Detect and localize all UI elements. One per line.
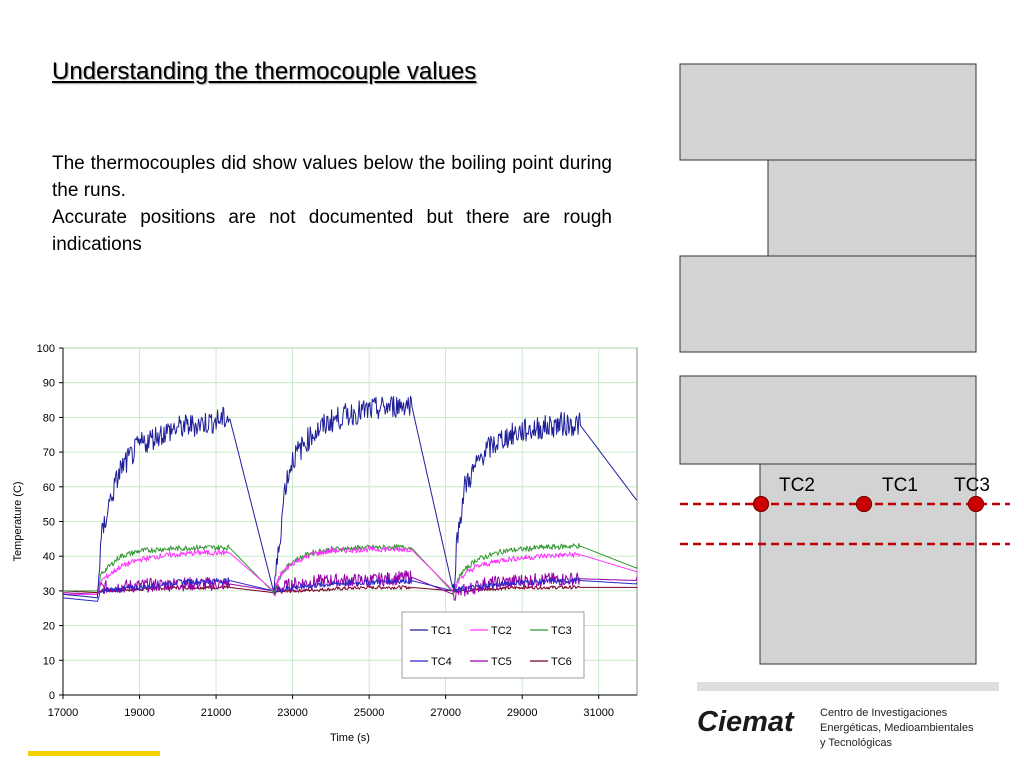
org-line-3: y Tecnológicas bbox=[820, 737, 892, 749]
thermocouple-position-diagram: TC2 TC1 TC3 bbox=[679, 63, 1010, 665]
y-tick-label: 30 bbox=[43, 586, 55, 598]
block-top bbox=[679, 63, 977, 161]
y-tick-label: 0 bbox=[49, 690, 55, 702]
y-tick-label: 60 bbox=[43, 482, 55, 494]
tc2-marker bbox=[752, 495, 770, 513]
organization-name: Centro de Investigaciones Energéticas, M… bbox=[820, 706, 973, 751]
org-line-1: Centro de Investigaciones bbox=[820, 707, 948, 719]
series-tc4-line bbox=[62, 577, 638, 602]
series-tc2-line bbox=[63, 546, 638, 595]
x-tick-label: 31000 bbox=[583, 707, 614, 719]
y-tick-label: 10 bbox=[43, 655, 55, 667]
legend-label-tc6: TC6 bbox=[551, 656, 572, 668]
legend-label-tc1: TC1 bbox=[431, 625, 452, 637]
legend-label-tc2: TC2 bbox=[491, 625, 512, 637]
y-tick-label: 50 bbox=[43, 517, 55, 529]
series-tc1-line bbox=[63, 395, 638, 599]
tc3-label: TC3 bbox=[954, 475, 990, 496]
y-tick-label: 40 bbox=[43, 551, 55, 563]
x-tick-label: 27000 bbox=[430, 707, 461, 719]
footer-divider bbox=[697, 682, 999, 691]
legend-label-tc4: TC4 bbox=[431, 656, 452, 668]
y-tick-label: 90 bbox=[43, 378, 55, 390]
block-upper-middle bbox=[767, 159, 977, 257]
tc2-label: TC2 bbox=[779, 475, 815, 496]
legend-label-tc3: TC3 bbox=[551, 625, 572, 637]
accent-bar bbox=[28, 751, 160, 756]
paragraph-boiling-point: The thermocouples did show values below … bbox=[52, 153, 612, 201]
block-lower bbox=[679, 375, 977, 465]
x-tick-label: 29000 bbox=[507, 707, 538, 719]
tc3-marker bbox=[967, 495, 985, 513]
x-tick-label: 19000 bbox=[124, 707, 155, 719]
legend-box bbox=[401, 611, 585, 679]
y-tick-label: 100 bbox=[37, 343, 55, 355]
x-axis-title: Time (s) bbox=[330, 732, 370, 744]
block-stack bbox=[679, 63, 977, 665]
y-axis-title: Temperature (C) bbox=[12, 481, 24, 561]
series-tc3-line bbox=[63, 543, 638, 596]
org-line-2: Energéticas, Medioambientales bbox=[820, 722, 974, 734]
block-middle bbox=[679, 255, 977, 353]
body-text: The thermocouples did show values below … bbox=[52, 150, 612, 258]
tc1-label: TC1 bbox=[882, 475, 918, 496]
y-tick-label: 70 bbox=[43, 447, 55, 459]
y-tick-label: 20 bbox=[43, 621, 55, 633]
x-tick-label: 21000 bbox=[201, 707, 232, 719]
slide-title: Understanding the thermocouple values bbox=[52, 58, 477, 85]
legend-label-tc5: TC5 bbox=[491, 656, 512, 668]
series-tc5-line bbox=[62, 570, 638, 602]
x-tick-label: 23000 bbox=[277, 707, 308, 719]
x-tick-label: 25000 bbox=[354, 707, 385, 719]
y-tick-label: 80 bbox=[43, 412, 55, 424]
temperature-chart: 0 10 20 30 40 50 60 70 80 90 100 17000 19000 21000 230… bbox=[12, 343, 638, 744]
x-tick-label: 17000 bbox=[48, 707, 79, 719]
paragraph-positions: Accurate positions are not documented bu… bbox=[52, 207, 612, 255]
ciemat-logo: Ciemat bbox=[697, 706, 794, 738]
tc1-marker bbox=[855, 495, 873, 513]
